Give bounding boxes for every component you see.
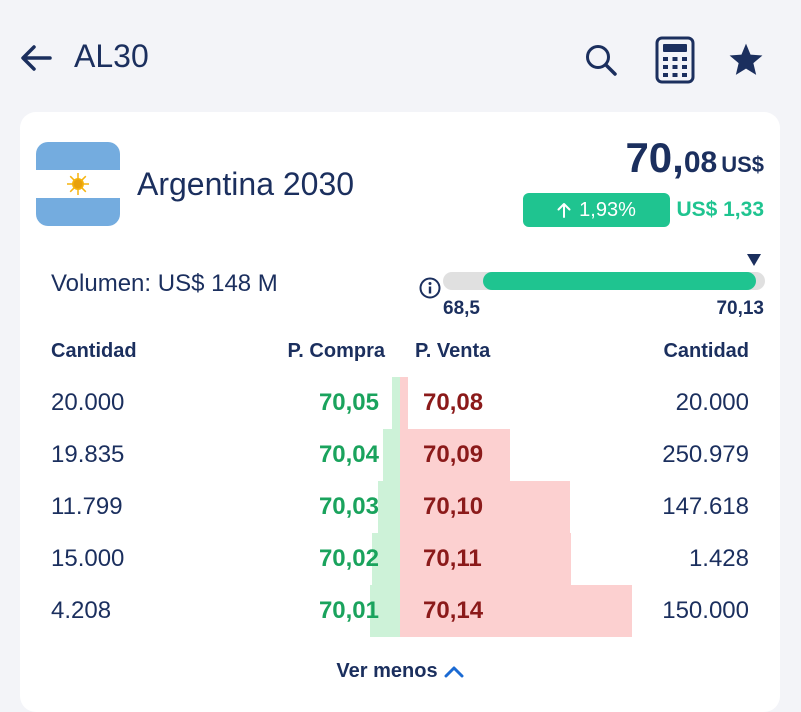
change-absolute: US$ 1,33 (676, 198, 764, 221)
header-bid-quantity: Cantidad (51, 340, 137, 362)
bid-quantity: 20.000 (51, 389, 125, 416)
bid-depth-bar (378, 481, 400, 533)
range-low: 68,5 (443, 298, 480, 319)
header-bid-price: P. Compra (287, 340, 385, 362)
change-percent: 1,93% (579, 198, 636, 221)
bid-depth-bar (383, 429, 400, 481)
price-integer: 70, (625, 134, 684, 181)
bid-depth-bar (392, 377, 400, 429)
ask-price: 70,09 (423, 441, 484, 468)
ver-menos-button[interactable]: Ver menos (20, 660, 780, 683)
bid-quantity: 4.208 (51, 597, 112, 624)
orderbook-row[interactable]: 11.799 70,03 70,10 147.618 (20, 481, 780, 533)
calculator-icon[interactable] (655, 36, 695, 84)
change-percent-badge: 1,93% (523, 193, 670, 227)
ask-depth-bar (400, 377, 408, 429)
ask-price: 70,11 (423, 545, 482, 572)
price-decimals: 08 (683, 146, 718, 179)
bid-depth-bar (372, 533, 400, 585)
argentina-flag-icon (36, 142, 120, 226)
header-ask-price: P. Venta (415, 340, 491, 362)
bid-quantity: 15.000 (51, 545, 125, 572)
ask-quantity: 1.428 (688, 545, 749, 572)
bid-price: 70,05 (318, 389, 379, 416)
bid-price: 70,04 (318, 441, 379, 468)
ask-depth-bar (400, 585, 632, 637)
ask-quantity: 150.000 (662, 597, 749, 624)
search-icon[interactable] (584, 43, 618, 77)
range-high: 70,13 (716, 298, 764, 319)
ask-quantity: 250.979 (662, 441, 749, 468)
ask-quantity: 20.000 (675, 389, 749, 416)
page-title: AL30 (74, 38, 149, 74)
ask-price: 70,14 (423, 597, 484, 624)
day-range-bar (443, 272, 765, 290)
last-price: 70,08 US$ (625, 134, 764, 182)
orderbook-row[interactable]: 15.000 70,02 70,11 1.428 (20, 533, 780, 585)
bid-price: 70,03 (318, 493, 379, 520)
ask-price: 70,08 (423, 389, 484, 416)
arrow-up-icon (557, 203, 571, 218)
bond-card: Argentina 2030 70,08 US$ 1,93% US$ 1,33 V… (20, 112, 780, 712)
ask-price: 70,10 (423, 493, 484, 520)
bid-quantity: 11.799 (51, 493, 123, 520)
chevron-up-icon (444, 666, 464, 678)
star-icon[interactable] (727, 42, 765, 78)
ask-depth-bar (400, 533, 571, 585)
app-header: AL30 (0, 0, 801, 112)
bid-quantity: 19.835 (51, 441, 125, 468)
range-marker-icon (746, 253, 762, 272)
header-ask-quantity: Cantidad (663, 340, 749, 362)
day-range-fill (483, 272, 756, 290)
price-currency: US$ (721, 152, 764, 177)
bid-price: 70,01 (318, 597, 379, 624)
ask-depth-bar (400, 429, 510, 481)
ask-quantity: 147.618 (662, 493, 749, 520)
ver-menos-label: Ver menos (336, 660, 438, 682)
bid-price: 70,02 (318, 545, 379, 572)
orderbook-row[interactable]: 20.000 70,05 70,08 20.000 (20, 377, 780, 429)
volume-label: Volumen: US$ 148 M (51, 270, 278, 297)
info-icon[interactable] (419, 277, 441, 304)
orderbook-row[interactable]: 4.208 70,01 70,14 150.000 (20, 585, 780, 637)
back-arrow-icon[interactable] (18, 40, 54, 76)
orderbook-row[interactable]: 19.835 70,04 70,09 250.979 (20, 429, 780, 481)
bid-depth-bar (370, 585, 400, 637)
ask-depth-bar (400, 481, 570, 533)
bond-name: Argentina 2030 (137, 166, 355, 202)
